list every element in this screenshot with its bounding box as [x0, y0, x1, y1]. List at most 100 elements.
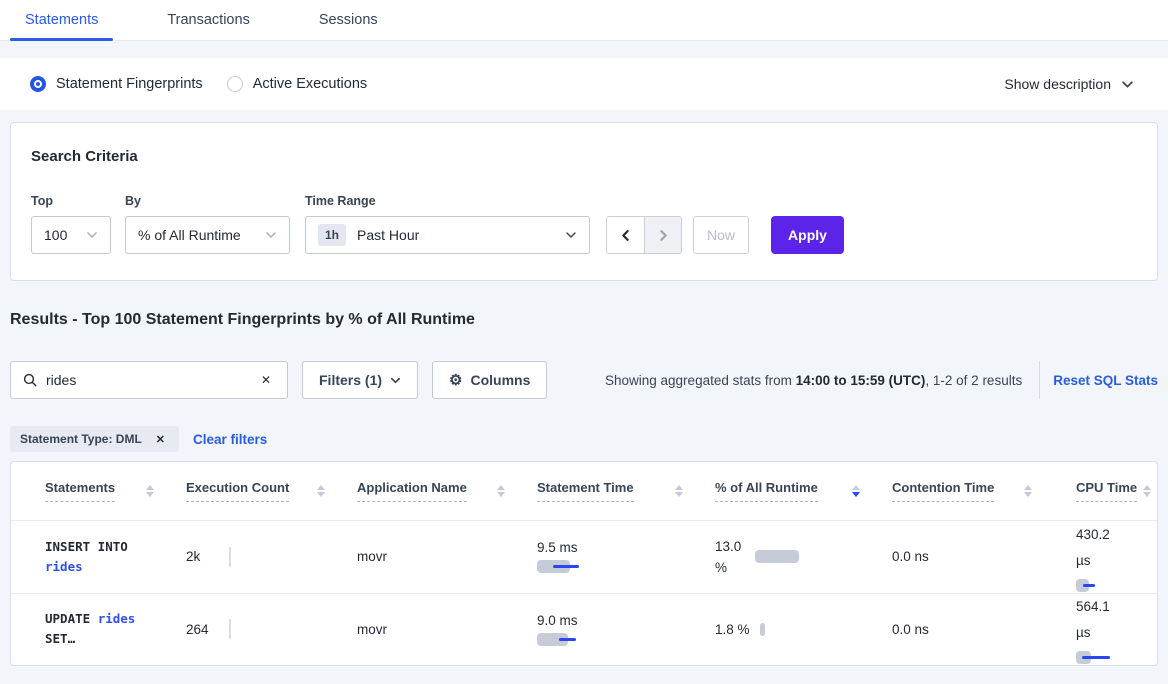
clear-filters-link[interactable]: Clear filters — [193, 431, 268, 447]
columns-button-label: Columns — [470, 372, 531, 388]
column-header-execution-count[interactable]: Execution Count — [186, 462, 357, 521]
radio-active-executions[interactable]: Active Executions — [226, 76, 368, 92]
search-box[interactable]: ✕ — [10, 361, 288, 399]
filter-chip-statement-type[interactable]: Statement Type: DML ✕ — [10, 426, 180, 452]
chevron-down-icon — [566, 232, 576, 238]
table-row-update-rides[interactable]: UPDATE rides SET… 264 movr 9.0 ms 1.8 % … — [11, 593, 1157, 665]
table-row-insert-rides[interactable]: INSERT INTO rides 2k movr 9.5 ms 13.0 % … — [11, 520, 1157, 594]
execution-count-bar — [229, 546, 231, 567]
column-header-contention-time[interactable]: Contention Time — [892, 462, 1064, 521]
statement-time-value: 9.5 ms — [537, 540, 578, 555]
time-range-field: Time Range 1h Past Hour — [305, 194, 590, 254]
runtime-pct-value: 1.8 % — [715, 621, 750, 637]
show-description-toggle[interactable]: Show description — [1004, 76, 1134, 92]
statements-table-card: Statements Execution Count Application N… — [10, 461, 1158, 666]
top-field: Top 100 — [31, 194, 111, 254]
column-header-cpu-time[interactable]: CPU Time — [1064, 462, 1157, 521]
stats-prefix: Showing aggregated stats from — [605, 372, 796, 388]
time-range-select[interactable]: 1h Past Hour — [305, 216, 590, 254]
cpu-time-unit: µs — [1076, 625, 1091, 641]
cell-execution-count: 264 — [186, 593, 357, 665]
apply-button[interactable]: Apply — [771, 216, 844, 254]
time-range-value: Past Hour — [357, 227, 420, 243]
cell-runtime-pct: 13.0 % — [715, 520, 892, 594]
reset-sql-stats-link[interactable]: Reset SQL Stats — [1053, 372, 1158, 388]
table-header-row: Statements Execution Count Application N… — [11, 462, 1157, 521]
filters-button-label: Filters (1) — [319, 372, 383, 388]
cell-statement-time: 9.0 ms — [537, 593, 715, 665]
sort-icon[interactable] — [317, 484, 325, 497]
chevron-right-icon — [659, 229, 667, 241]
by-field: By % of All Runtime — [125, 194, 290, 254]
column-header-pct-all-runtime[interactable]: % of All Runtime — [715, 462, 892, 521]
by-select[interactable]: % of All Runtime — [125, 216, 290, 254]
execution-count-value: 264 — [186, 621, 209, 637]
cpu-time-value: 430.2 — [1076, 526, 1110, 542]
column-header-statements[interactable]: Statements — [11, 462, 186, 521]
radio-active-executions-label: Active Executions — [252, 76, 368, 92]
runtime-pct-bar — [759, 622, 765, 636]
next-window-button[interactable] — [644, 217, 681, 253]
by-select-value: % of All Runtime — [138, 227, 241, 243]
radio-unselected-icon[interactable] — [226, 76, 243, 92]
sort-icon[interactable] — [675, 484, 683, 497]
now-button[interactable]: Now — [693, 216, 749, 254]
chevron-down-icon — [391, 377, 401, 383]
tab-sessions[interactable]: Sessions — [304, 0, 393, 40]
top-label: Top — [31, 194, 53, 208]
filter-chip-label: Statement Type: DML — [20, 432, 142, 446]
radio-selected-icon[interactable] — [30, 76, 46, 92]
gear-icon: ⚙ — [449, 371, 463, 389]
statement-keyword: UPDATE — [45, 611, 98, 627]
show-description-label: Show description — [1004, 76, 1111, 92]
statement-keyword: INSERT INTO — [45, 538, 128, 554]
tab-transactions[interactable]: Transactions — [152, 0, 264, 40]
search-criteria-card: Search Criteria Top 100 By % of All Runt… — [10, 122, 1158, 281]
sort-icon[interactable] — [497, 484, 505, 497]
chevron-down-icon — [87, 232, 97, 238]
stats-suffix: , 1-2 of 2 results — [925, 372, 1023, 388]
filter-chip-row: Statement Type: DML ✕ Clear filters — [10, 426, 1158, 452]
stats-summary: Showing aggregated stats from 14:00 to 1… — [605, 373, 1022, 388]
cell-runtime-pct: 1.8 % — [715, 593, 892, 665]
stats-range: 14:00 to 15:59 (UTC) — [795, 372, 926, 388]
cell-statement: UPDATE rides SET… — [11, 593, 186, 665]
column-header-statement-time[interactable]: Statement Time — [537, 462, 715, 521]
sort-icon[interactable] — [1143, 484, 1151, 497]
filters-button[interactable]: Filters (1) — [302, 361, 419, 399]
time-range-label: Time Range — [305, 194, 376, 208]
radio-statement-fingerprints[interactable]: Statement Fingerprints — [30, 76, 203, 92]
tab-statements-label: Statements — [25, 12, 99, 28]
sort-icon[interactable] — [1024, 484, 1032, 497]
search-input[interactable] — [46, 372, 257, 388]
vertical-divider — [1039, 361, 1041, 399]
statement-keyword: SET… — [45, 631, 76, 647]
remove-filter-icon[interactable]: ✕ — [155, 433, 166, 446]
previous-window-button[interactable] — [607, 217, 644, 253]
clear-search-icon[interactable]: ✕ — [260, 373, 271, 387]
tab-statements[interactable]: Statements — [10, 0, 114, 41]
runtime-pct-value: 13.0 % — [715, 538, 742, 575]
cell-application-name: movr — [357, 520, 537, 594]
cell-application-name: movr — [357, 621, 387, 637]
top-select[interactable]: 100 — [31, 216, 111, 254]
sort-icon-active-desc[interactable] — [852, 484, 860, 497]
statements-table: Statements Execution Count Application N… — [11, 462, 1157, 665]
column-header-application-name[interactable]: Application Name — [357, 462, 537, 521]
columns-button[interactable]: ⚙ Columns — [432, 361, 548, 399]
search-criteria-title: Search Criteria — [31, 148, 138, 165]
sort-icon[interactable] — [146, 484, 154, 497]
cpu-time-value: 564.1 — [1076, 599, 1110, 615]
tab-sessions-label: Sessions — [318, 12, 378, 28]
statement-link-rides[interactable]: rides — [97, 611, 136, 627]
search-icon — [23, 373, 37, 387]
cell-contention-time: 0.0 ns — [892, 520, 1064, 594]
tab-transactions-label: Transactions — [167, 12, 250, 28]
statement-link-rides[interactable]: rides — [45, 558, 83, 574]
execution-count-value: 2k — [186, 549, 201, 564]
cell-statement-time: 9.5 ms — [537, 520, 715, 594]
by-label: By — [125, 194, 141, 208]
cell-contention-time: 0.0 ns — [892, 621, 929, 637]
radio-statement-fingerprints-label: Statement Fingerprints — [56, 76, 203, 92]
top-select-value: 100 — [44, 227, 68, 243]
